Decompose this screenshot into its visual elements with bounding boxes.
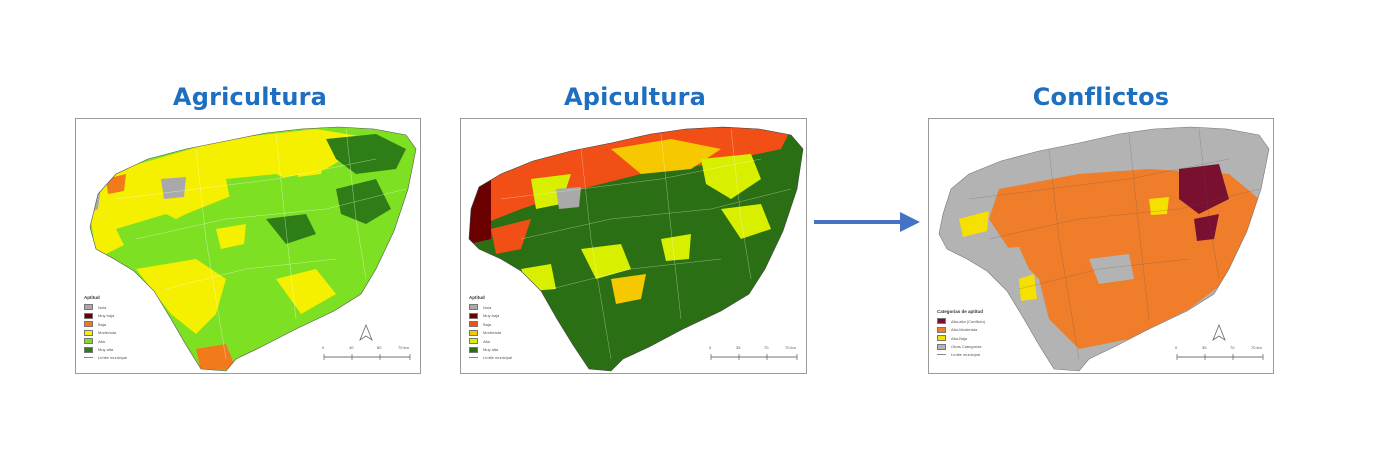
legend-swatch	[937, 335, 946, 342]
legend-label: Muy baja	[98, 313, 115, 319]
legend-item: Nula	[469, 303, 512, 312]
scale-tick: 70 km	[398, 345, 409, 350]
north-arrow-icon	[1212, 323, 1226, 342]
legend-label: Moderada	[98, 330, 117, 336]
legend-item: Moderada	[469, 329, 512, 338]
legend-label: Baja	[483, 321, 492, 327]
apicultura-legend: Aptitud Nula Muy baja Baja Moderada Alta…	[469, 295, 512, 361]
legend-swatch	[84, 338, 93, 345]
apicultura-map: Aptitud Nula Muy baja Baja Moderada Alta…	[460, 118, 807, 374]
legend-label: Moderada	[483, 330, 502, 336]
legend-item: Muy alta	[469, 346, 512, 355]
legend-label: Alta-alta (Conflicto)	[951, 318, 986, 324]
apicultura-title: Apicultura	[563, 83, 707, 111]
legend-label: Alta-Baja	[951, 335, 968, 341]
scale-tick: 0	[322, 345, 325, 350]
legend-swatch	[469, 338, 478, 345]
legend-item: Alta	[84, 337, 127, 346]
scale-tick: 40	[349, 345, 354, 350]
legend-item: Moderada	[84, 329, 127, 338]
legend-swatch	[937, 326, 946, 333]
legend-label: Límite municipal	[951, 352, 980, 357]
legend-item: Alta-alta (Conflicto)	[937, 317, 985, 326]
legend-label: Muy baja	[483, 313, 500, 319]
boundary-line-symbol	[937, 354, 946, 355]
scale-tick: 0	[1175, 345, 1178, 350]
agricultura-legend: Aptitud Nula Muy baja Baja Moderada Alta…	[84, 295, 127, 361]
legend-label: Alta	[98, 338, 105, 344]
legend-swatch	[84, 346, 93, 353]
scale-bar: 0 35 70 70 km	[1175, 343, 1267, 363]
legend-swatch	[84, 304, 93, 311]
legend-title: Aptitud	[84, 295, 100, 300]
scale-tick: 70	[1230, 345, 1235, 350]
legend-item: Muy alta	[84, 346, 127, 355]
legend-swatch	[469, 329, 478, 336]
legend-item: Muy baja	[84, 312, 127, 321]
legend-swatch	[937, 318, 946, 325]
agricultura-title: Agricultura	[172, 83, 328, 111]
legend-label: Alta	[483, 338, 490, 344]
legend-label: Nula	[98, 304, 107, 310]
legend-item: Límite municipal	[84, 354, 127, 361]
legend-swatch	[469, 304, 478, 311]
legend-label: Nula	[483, 304, 492, 310]
legend-item: Baja	[84, 320, 127, 329]
legend-item: Baja	[469, 320, 512, 329]
scale-tick: 70 km	[785, 345, 796, 350]
legend-label: Alta-Moderada	[951, 327, 978, 333]
legend-swatch	[469, 312, 478, 319]
scale-bar: 0 35 70 70 km	[709, 343, 801, 363]
legend-swatch	[469, 321, 478, 328]
legend-swatch	[469, 346, 478, 353]
scale-tick: 35	[736, 345, 741, 350]
legend-item: Límite municipal	[469, 354, 512, 361]
scale-tick: 0	[709, 345, 712, 350]
legend-label: Límite municipal	[98, 355, 127, 360]
conflictos-map: Categorías de aptitud Alta-alta (Conflic…	[928, 118, 1274, 374]
legend-label: Límite municipal	[483, 355, 512, 360]
legend-item: Nula	[84, 303, 127, 312]
legend-item: Límite municipal	[937, 351, 985, 358]
legend-title: Categorías de aptitud	[937, 309, 984, 314]
legend-item: Alta-Moderada	[937, 326, 985, 335]
legend-swatch	[84, 321, 93, 328]
scale-tick: 80	[377, 345, 382, 350]
legend-swatch	[84, 312, 93, 319]
scale-tick: 70	[764, 345, 769, 350]
legend-title: Aptitud	[469, 295, 485, 300]
scale-tick: 70 km	[1251, 345, 1262, 350]
conflictos-legend: Categorías de aptitud Alta-alta (Conflic…	[937, 309, 985, 358]
legend-swatch	[84, 329, 93, 336]
transition-arrow-icon	[812, 208, 922, 236]
legend-label: Muy alta	[483, 347, 499, 353]
scale-bar: 0 40 80 70 km	[322, 343, 414, 363]
legend-item: Otras Categorías	[937, 343, 985, 352]
legend-label: Otras Categorías	[951, 344, 982, 350]
conflictos-title: Conflictos	[1032, 83, 1170, 111]
legend-label: Baja	[98, 321, 107, 327]
north-arrow-icon	[359, 323, 373, 342]
legend-item: Alta-Baja	[937, 334, 985, 343]
legend-item: Alta	[469, 337, 512, 346]
boundary-line-symbol	[84, 357, 93, 358]
legend-swatch	[937, 343, 946, 350]
legend-label: Muy alta	[98, 347, 114, 353]
scale-tick: 35	[1202, 345, 1207, 350]
boundary-line-symbol	[469, 357, 478, 358]
agricultura-map: Aptitud Nula Muy baja Baja Moderada Alta…	[75, 118, 421, 374]
legend-item: Muy baja	[469, 312, 512, 321]
